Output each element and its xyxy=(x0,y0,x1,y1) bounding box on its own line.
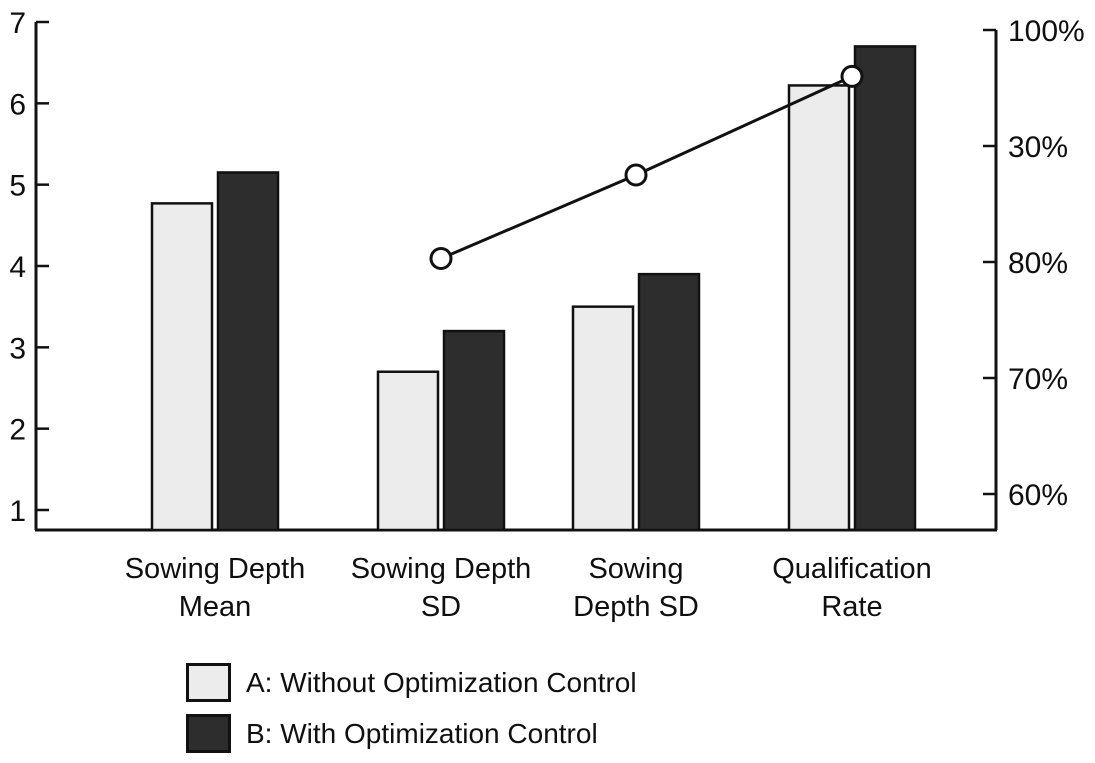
right-axis-tick-label: 60% xyxy=(1008,479,1068,512)
left-axis-tick-label: 7 xyxy=(9,7,26,40)
bar-a-3 xyxy=(787,84,851,532)
bar-b-3 xyxy=(853,45,917,532)
x-axis-label-0-line1: Sowing Depth xyxy=(125,553,306,585)
right-axis-tick-label: 30% xyxy=(1008,131,1068,164)
bar-a-0 xyxy=(150,202,214,532)
legend-swatch-b xyxy=(186,714,231,753)
x-axis-label-3-line2: Rate xyxy=(821,591,882,623)
left-axis-tick-label: 5 xyxy=(9,170,26,203)
legend-swatch-a xyxy=(186,663,231,702)
trend-marker-0 xyxy=(429,247,453,271)
right-axis-tick-label: 100% xyxy=(1008,15,1085,48)
trend-marker-2 xyxy=(840,64,864,88)
x-axis-label-2-line1: Sowing xyxy=(588,553,683,585)
legend-label-b: B: With Optimization Control xyxy=(246,717,598,749)
x-axis-label-1-line2: SD xyxy=(421,591,461,623)
bar-b-1 xyxy=(442,329,506,532)
legend: A: Without Optimization Control B: With … xyxy=(186,663,637,753)
x-axis-label-3-line1: Qualification xyxy=(772,553,932,585)
bar-b-0 xyxy=(216,171,280,532)
legend-item-b: B: With Optimization Control xyxy=(186,714,637,753)
left-axis-tick-label: 6 xyxy=(9,88,26,121)
x-axis-label-2-line2: Depth SD xyxy=(573,591,699,623)
bar-a-1 xyxy=(376,370,440,532)
trend-marker-1 xyxy=(624,163,648,187)
legend-label-a: A: Without Optimization Control xyxy=(246,666,637,698)
bar-b-2 xyxy=(637,272,701,532)
legend-item-a: A: Without Optimization Control xyxy=(186,663,637,702)
right-axis-tick-label: 70% xyxy=(1008,363,1068,396)
x-axis-label-1-line1: Sowing Depth xyxy=(351,553,532,585)
left-axis-tick-label: 4 xyxy=(9,251,26,284)
x-axis-label-0-line2: Mean xyxy=(179,591,252,623)
left-axis-tick-label: 3 xyxy=(9,332,26,365)
left-axis-tick-label: 2 xyxy=(9,414,26,447)
left-axis-tick-label: 1 xyxy=(9,495,26,528)
right-axis-tick-label: 80% xyxy=(1008,247,1068,280)
bar-a-2 xyxy=(571,305,635,532)
